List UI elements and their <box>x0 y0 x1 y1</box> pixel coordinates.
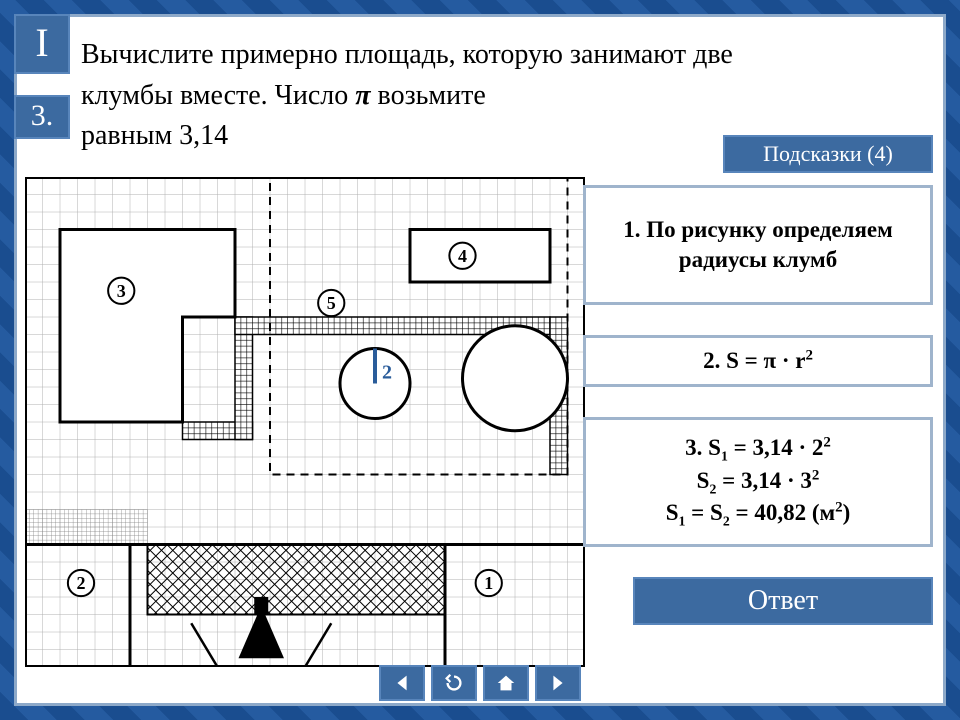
svg-text:2: 2 <box>77 573 86 593</box>
svg-text:4: 4 <box>458 246 467 266</box>
nav-prev-button[interactable] <box>379 665 425 701</box>
hint-box-2: 2. S = π · r2 <box>583 335 933 387</box>
hint1-text: 1. По рисунку определяем радиусы клумб <box>598 215 918 275</box>
diagram-svg: 2 1 2 3 4 5 <box>25 177 585 667</box>
question-line2a: клумбы вместе. Число <box>81 80 355 111</box>
plan-diagram: 2 1 2 3 4 5 <box>25 177 585 667</box>
nav-bar <box>379 665 581 701</box>
undo-icon <box>443 672 465 694</box>
nav-home-button[interactable] <box>483 665 529 701</box>
hint3-line2: S2 = 3,14 · 32 <box>697 466 820 499</box>
nav-back-button[interactable] <box>431 665 477 701</box>
arrow-left-icon <box>391 672 413 694</box>
home-icon <box>495 672 517 694</box>
question-line2b: возьмите <box>371 80 486 111</box>
hint-box-1: 1. По рисунку определяем радиусы клумб <box>583 185 933 305</box>
question-line1: Вычислите примерно площадь, которую зани… <box>81 39 733 70</box>
svg-text:1: 1 <box>484 573 493 593</box>
question-line3: равным 3,14 <box>81 120 228 151</box>
pi-symbol: π <box>355 80 370 111</box>
slide-panel: I 3. Вычислите примерно площадь, которую… <box>14 14 946 706</box>
answer-button[interactable]: Ответ <box>633 577 933 625</box>
svg-text:5: 5 <box>327 293 336 313</box>
hint3-line3: S1 = S2 = 40,82 (м2) <box>666 498 851 531</box>
task-number-badge: 3. <box>14 95 70 139</box>
hints-button[interactable]: Подсказки (4) <box>723 135 933 173</box>
hint2-text: 2. S = π · r2 <box>703 346 813 376</box>
nav-next-button[interactable] <box>535 665 581 701</box>
arrow-right-icon <box>547 672 569 694</box>
svg-text:3: 3 <box>117 281 126 301</box>
hint3-line1: 3. S1 = 3,14 · 22 <box>685 433 831 466</box>
variant-badge: I <box>14 14 70 74</box>
svg-text:2: 2 <box>382 361 392 383</box>
hint-box-3: 3. S1 = 3,14 · 22 S2 = 3,14 · 32 S1 = S2… <box>583 417 933 547</box>
